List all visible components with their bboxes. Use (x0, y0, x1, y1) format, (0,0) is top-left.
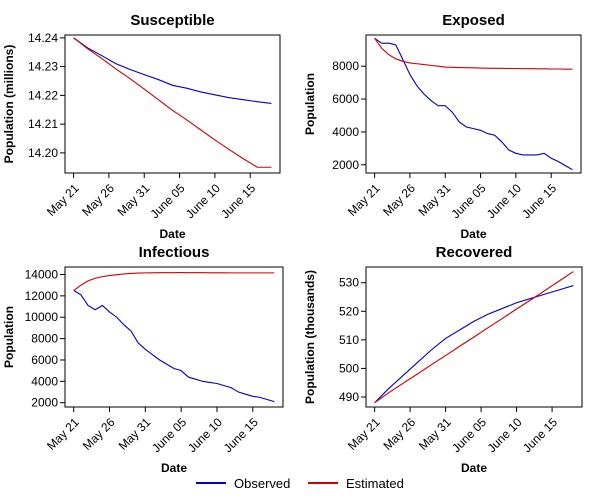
y-axis-label: Population (thousands) (303, 270, 317, 404)
x-tick-label: May 31 (416, 181, 454, 219)
x-tick-label: June 10 (185, 415, 225, 455)
series-line-observed (374, 285, 574, 404)
chart-title: Recovered (436, 244, 513, 261)
series-line-estimated (374, 37, 573, 70)
chart-title: Infectious (139, 244, 210, 261)
y-tick-label: 510 (339, 333, 359, 347)
x-tick-label: May 21 (44, 415, 82, 453)
x-tick-label: May 26 (80, 415, 118, 453)
y-tick-label: 2000 (332, 158, 359, 172)
x-tick-label: May 26 (79, 181, 117, 219)
x-axis-label: Date (461, 461, 487, 475)
legend-label-estimated: Estimated (346, 476, 404, 491)
series-line-observed (374, 37, 573, 171)
plot-frame (365, 34, 582, 174)
series-line-estimated (73, 272, 275, 291)
series-line-observed (73, 37, 272, 104)
x-tick-label: June 05 (449, 181, 489, 221)
x-tick-label: June 15 (218, 181, 258, 221)
y-tick-label: 8000 (332, 59, 359, 73)
x-tick-label: June 05 (149, 415, 189, 455)
x-axis-label: Date (460, 227, 486, 241)
plot-frame (64, 266, 284, 408)
y-tick-label: 500 (339, 361, 359, 375)
x-tick-label: May 31 (115, 181, 153, 219)
y-tick-label: 14.21 (28, 117, 58, 131)
y-tick-label: 520 (339, 304, 359, 318)
y-tick-label: 6000 (31, 353, 58, 367)
y-tick-label: 2000 (31, 396, 58, 410)
y-axis-label: Population (303, 73, 317, 135)
y-tick-label: 6000 (332, 92, 359, 106)
x-axis-label: Date (161, 461, 187, 475)
x-tick-label: May 26 (380, 415, 418, 453)
x-tick-label: May 21 (345, 415, 383, 453)
x-tick-label: May 31 (116, 415, 154, 453)
x-tick-label: May 21 (345, 181, 383, 219)
series-line-estimated (73, 37, 272, 168)
x-tick-label: May 26 (380, 181, 418, 219)
y-axis-label: Population (millions) (2, 45, 16, 164)
y-tick-label: 4000 (31, 374, 58, 388)
y-tick-label: 490 (339, 390, 359, 404)
y-tick-label: 14000 (25, 267, 59, 281)
y-tick-label: 14.24 (28, 31, 58, 45)
x-tick-label: June 05 (449, 415, 489, 455)
chart-title: Exposed (442, 12, 505, 29)
x-tick-label: June 05 (148, 181, 188, 221)
panel-infectious: Infectious 2000 4000 6000 8000 10000 12000 1400… (2, 244, 284, 475)
y-axis-label: Population (2, 306, 16, 368)
x-tick-label: May 31 (416, 415, 454, 453)
x-axis-label: Date (159, 227, 185, 241)
legend: Observed Estimated (196, 476, 404, 491)
y-tick-label: 14.23 (28, 60, 58, 74)
plot-frame (64, 34, 281, 174)
y-tick-label: 8000 (31, 332, 58, 346)
x-tick-label: June 10 (183, 181, 223, 221)
x-tick-label: June 10 (485, 415, 525, 455)
y-tick-label: 14.22 (28, 88, 58, 102)
x-tick-label: June 15 (520, 415, 560, 455)
x-tick-label: June 10 (484, 181, 524, 221)
chart-title: Susceptible (130, 12, 214, 29)
y-tick-label: 4000 (332, 125, 359, 139)
x-tick-label: June 15 (221, 415, 261, 455)
panel-susceptible: Susceptible 14.20 14.21 14.22 14.23 14.24 May … (2, 12, 281, 241)
y-tick-label: 530 (339, 276, 359, 290)
y-tick-label: 12000 (25, 289, 59, 303)
y-tick-label: 14.20 (28, 146, 58, 160)
y-tick-label: 10000 (25, 310, 59, 324)
x-tick-label: June 15 (519, 181, 559, 221)
series-line-observed (73, 290, 275, 403)
x-tick-label: May 21 (44, 181, 82, 219)
legend-label-observed: Observed (234, 476, 290, 491)
series-line-estimated (374, 271, 574, 404)
plot-frame (365, 266, 583, 408)
